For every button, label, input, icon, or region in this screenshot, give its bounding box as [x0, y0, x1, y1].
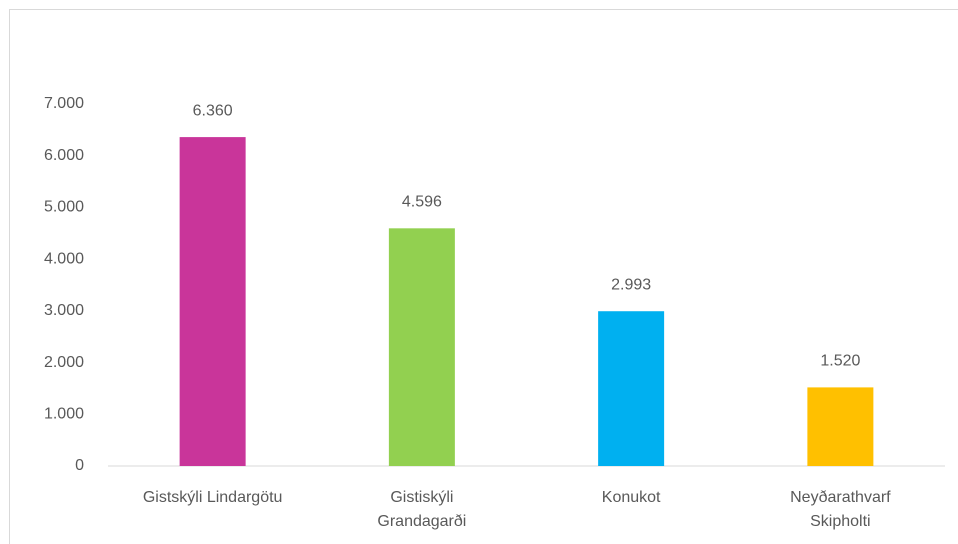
y-tick-label: 2.000 [44, 354, 84, 371]
data-label: 1.520 [820, 353, 860, 370]
data-label: 2.993 [611, 276, 651, 293]
y-tick-label: 6.000 [44, 147, 84, 164]
bar [388, 228, 455, 466]
y-tick-label: 1.000 [44, 406, 84, 423]
y-tick-label: 3.000 [44, 302, 84, 319]
y-tick-label: 0 [75, 457, 84, 474]
data-label: 4.596 [402, 194, 442, 211]
chart-border [9, 9, 958, 544]
bar [807, 387, 874, 466]
x-tick-label: Gistiskýli Grandagarði [377, 489, 467, 530]
y-tick-label: 7.000 [44, 95, 84, 112]
data-label: 6.360 [193, 102, 233, 119]
y-tick-label: 4.000 [44, 250, 84, 267]
x-tick-label: Konukot [601, 489, 661, 506]
x-tick-label: Gistskýli Lindargötu [142, 489, 283, 506]
bar [598, 311, 665, 466]
bar [179, 137, 246, 466]
x-tick-label: Neyðarathvarf Skipholti [790, 489, 891, 530]
y-tick-label: 5.000 [44, 199, 84, 216]
